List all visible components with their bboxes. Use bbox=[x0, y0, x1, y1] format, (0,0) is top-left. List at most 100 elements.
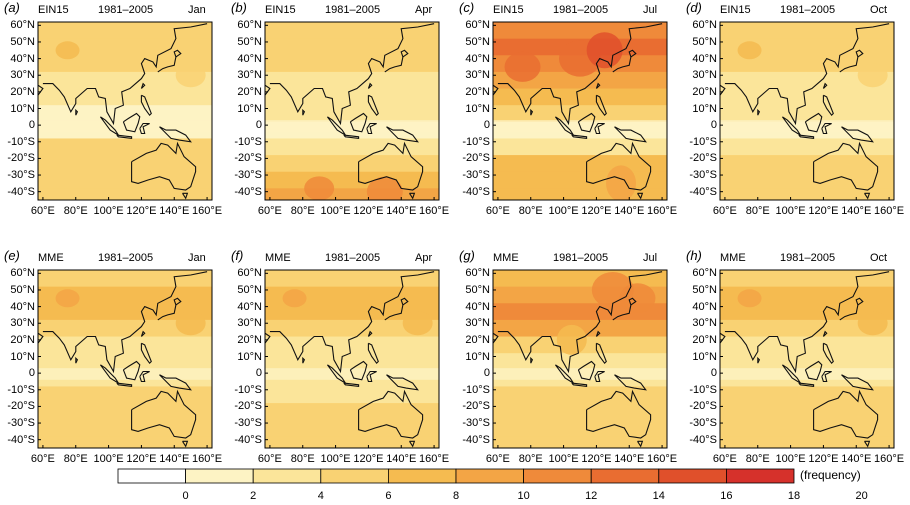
panel-month: Jul bbox=[643, 4, 658, 16]
lat-label: -20°S bbox=[689, 152, 717, 165]
panel-month: Jan bbox=[188, 4, 206, 16]
coastline bbox=[140, 82, 146, 89]
frequency-band bbox=[720, 22, 894, 40]
panel-model: MME bbox=[265, 252, 291, 264]
lon-label: 140°E bbox=[614, 453, 645, 465]
colorbar-tick-label: 0 bbox=[182, 490, 189, 502]
lat-label: 50°N bbox=[692, 35, 717, 48]
panel-letter: (e) bbox=[4, 248, 20, 263]
coastline bbox=[821, 370, 832, 383]
map-frame bbox=[719, 269, 895, 449]
colorbar-bin bbox=[726, 468, 795, 484]
lat-label: -30°S bbox=[462, 417, 490, 430]
lon-label: 140°E bbox=[841, 205, 872, 217]
frequency-band bbox=[720, 270, 894, 288]
frequency-band bbox=[38, 353, 212, 371]
coastline bbox=[38, 332, 44, 344]
map-frame bbox=[264, 21, 440, 201]
colorbar-bin bbox=[523, 468, 592, 484]
frequency-band bbox=[265, 55, 439, 73]
coastline bbox=[804, 360, 823, 381]
coastline bbox=[839, 49, 864, 73]
coastline bbox=[343, 382, 360, 388]
frequency-band bbox=[265, 71, 439, 90]
map-svg bbox=[492, 269, 668, 449]
coastline bbox=[798, 382, 815, 388]
coastline bbox=[614, 126, 647, 143]
lat-label: -10°S bbox=[462, 135, 490, 148]
lon-label: 120°E bbox=[126, 453, 157, 465]
frequency-band bbox=[265, 105, 439, 123]
frequency-blob bbox=[175, 311, 206, 336]
coastline bbox=[99, 116, 119, 136]
frequency-band bbox=[265, 188, 439, 200]
coastline bbox=[571, 382, 588, 388]
coastline bbox=[637, 192, 644, 200]
colorbar-tick-label: 4 bbox=[317, 490, 324, 502]
coastline bbox=[822, 82, 828, 89]
lon-label: 120°E bbox=[808, 205, 839, 217]
map-frame bbox=[492, 269, 668, 449]
coastline bbox=[822, 342, 834, 365]
lat-label: 50°N bbox=[465, 35, 490, 48]
lon-label: 160°E bbox=[192, 453, 223, 465]
colorbar-tick-label: 10 bbox=[517, 490, 530, 502]
lon-label: 100°E bbox=[548, 453, 579, 465]
lat-label: 60°N bbox=[10, 19, 35, 32]
lon-label: 120°E bbox=[581, 453, 612, 465]
coastline bbox=[140, 342, 152, 365]
lat-label: -40°S bbox=[234, 185, 262, 198]
coastline bbox=[554, 116, 574, 136]
lon-label: 120°E bbox=[353, 205, 384, 217]
coastline bbox=[384, 297, 409, 321]
frequency-band bbox=[265, 353, 439, 371]
lat-label: -40°S bbox=[689, 185, 717, 198]
frequency-band bbox=[720, 286, 894, 304]
coastline bbox=[122, 112, 141, 133]
lon-label: 100°E bbox=[93, 205, 124, 217]
frequency-band bbox=[38, 71, 212, 90]
lat-label: -10°S bbox=[7, 135, 35, 148]
coastline bbox=[384, 49, 409, 73]
frequency-band bbox=[720, 71, 894, 90]
colorbar-tick-label: 14 bbox=[652, 490, 665, 502]
map-field bbox=[38, 270, 212, 448]
coastline bbox=[595, 82, 601, 89]
lon-label: 80°E bbox=[745, 205, 770, 217]
coastline bbox=[269, 23, 435, 126]
coastline bbox=[594, 370, 605, 383]
frequency-band bbox=[493, 353, 667, 371]
colorbar-bin bbox=[658, 468, 727, 484]
map-frame bbox=[264, 269, 440, 449]
lon-label: 80°E bbox=[63, 453, 88, 465]
lat-label: 20°N bbox=[10, 333, 35, 346]
lat-label: 60°N bbox=[692, 267, 717, 280]
lat-label: -30°S bbox=[234, 417, 262, 430]
frequency-band bbox=[265, 38, 439, 56]
lat-label: -30°S bbox=[234, 169, 262, 182]
lat-label: 60°N bbox=[465, 19, 490, 32]
lon-label: 160°E bbox=[874, 205, 905, 217]
coastline bbox=[813, 389, 879, 439]
frequency-band bbox=[38, 55, 212, 73]
frequency-band bbox=[38, 188, 212, 200]
lat-label: 20°N bbox=[10, 85, 35, 98]
lat-label: -10°S bbox=[234, 135, 262, 148]
lon-label: 120°E bbox=[808, 453, 839, 465]
coastline bbox=[757, 356, 761, 364]
coastline bbox=[358, 389, 424, 439]
lat-label: -40°S bbox=[7, 185, 35, 198]
panel-period: 1981–2005 bbox=[325, 252, 381, 264]
panel-month: Oct bbox=[870, 4, 888, 16]
frequency-band bbox=[720, 155, 894, 173]
frequency-band bbox=[265, 303, 439, 321]
lat-label: 60°N bbox=[237, 267, 262, 280]
lat-label: -30°S bbox=[7, 417, 35, 430]
map-frame bbox=[719, 21, 895, 201]
frequency-band bbox=[265, 403, 439, 421]
map-svg bbox=[37, 21, 213, 201]
map-field bbox=[720, 22, 894, 200]
map-panel: (e) MME 1981–2005 Jan 60°N 50°N 40°N 30°N 20°N 10… bbox=[0, 248, 227, 488]
coastline bbox=[326, 116, 346, 136]
lat-label: 40°N bbox=[692, 300, 717, 313]
